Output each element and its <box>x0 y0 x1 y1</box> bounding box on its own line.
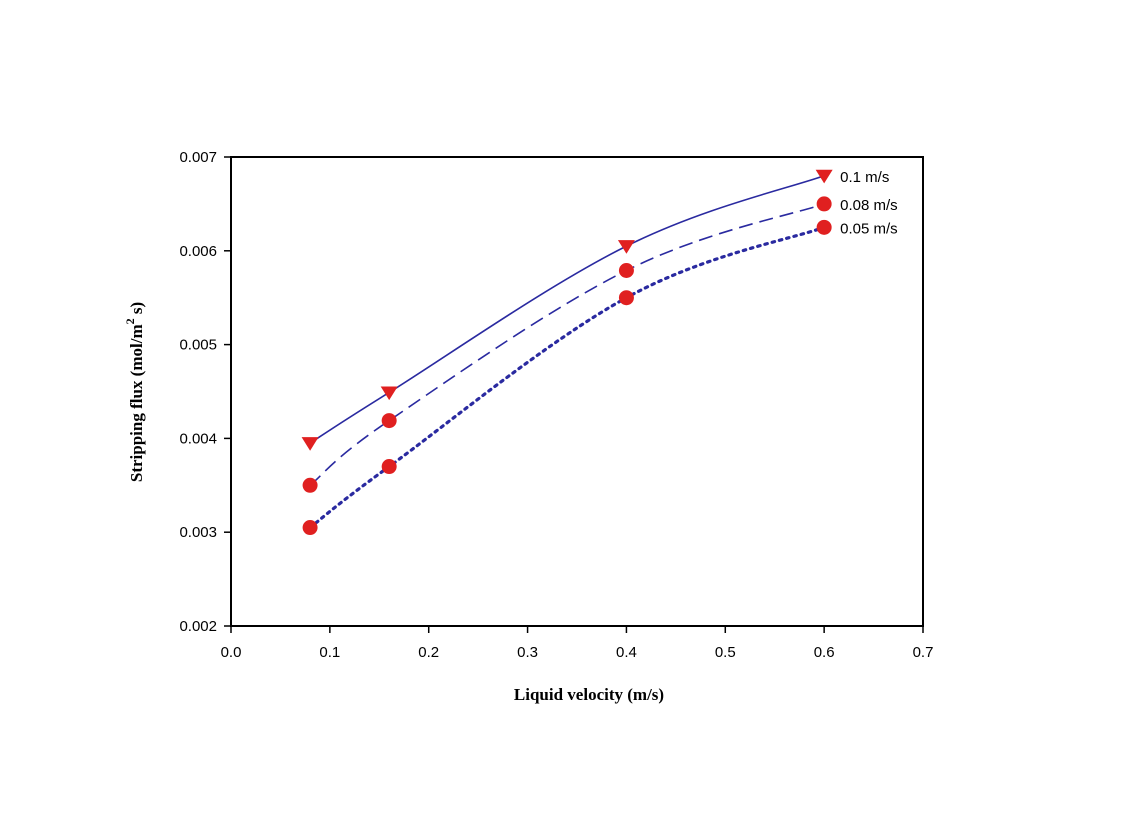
data-point-triangle <box>815 169 833 184</box>
plot-frame <box>230 156 924 627</box>
data-point-circle <box>618 262 634 278</box>
x-tick-label: 0.5 <box>715 644 736 661</box>
x-tick-label: 0.1 <box>319 644 340 661</box>
data-point-circle <box>816 196 832 212</box>
series-label-1: 0.08 m/s <box>840 197 898 214</box>
series-lines <box>308 175 826 530</box>
y-axis-title: Stripping flux (mol/m2 s) <box>123 302 146 482</box>
data-point-circle <box>381 459 397 475</box>
x-tick-label: 0.0 <box>221 644 242 661</box>
y-axis-title-superscript: 2 <box>123 318 137 324</box>
y-tick-label: 0.005 <box>179 337 217 354</box>
data-point-triangle <box>301 437 319 451</box>
y-axis-title-main: Stripping flux (mol/m <box>127 324 146 482</box>
y-tick-label: 0.004 <box>179 430 217 447</box>
axes: 0.0 0.1 0.2 0.3 0.4 0.5 0.6 0.7 0.002 0.003 0.004 0… <box>179 149 933 661</box>
data-point-circle <box>302 477 318 493</box>
y-tick-label: 0.007 <box>179 149 217 166</box>
data-point-circle <box>816 219 832 235</box>
x-tick-label: 0.7 <box>913 644 934 661</box>
y-tick-label: 0.003 <box>179 524 217 541</box>
series-line-1 <box>309 203 825 486</box>
x-tick-label: 0.6 <box>814 644 835 661</box>
x-tick-label: 0.4 <box>616 644 637 661</box>
data-point-triangle <box>617 240 635 254</box>
series-line-2 <box>308 225 826 530</box>
y-tick-label: 0.002 <box>179 618 217 635</box>
data-point-circle <box>618 290 634 306</box>
series-labels: 0.1 m/s 0.08 m/s 0.05 m/s <box>840 169 898 238</box>
data-markers <box>301 169 833 536</box>
x-axis-title: Liquid velocity (m/s) <box>514 685 664 704</box>
x-tick-label: 0.3 <box>517 644 538 661</box>
series-label-0: 0.1 m/s <box>840 169 889 186</box>
y-tick-label: 0.006 <box>179 243 217 260</box>
data-point-circle <box>381 413 397 429</box>
data-point-triangle <box>380 386 398 401</box>
y-axis-title-tail: s) <box>127 302 146 319</box>
series-line-0 <box>309 175 825 444</box>
series-label-2: 0.05 m/s <box>840 220 898 237</box>
x-tick-label: 0.2 <box>418 644 439 661</box>
data-point-circle <box>302 520 318 536</box>
